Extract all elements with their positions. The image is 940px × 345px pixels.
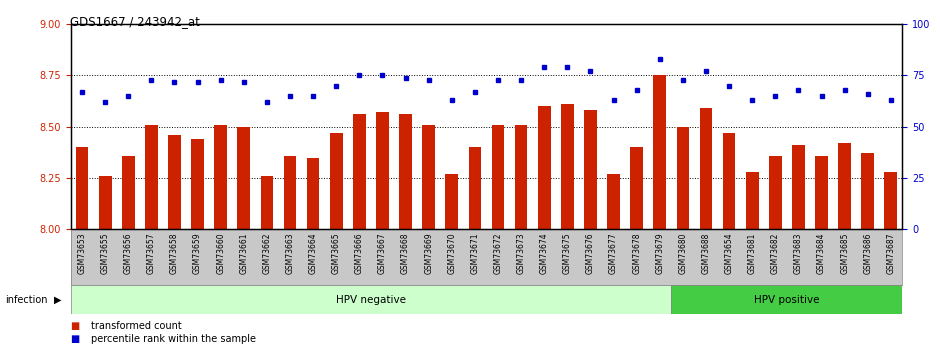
Text: HPV positive: HPV positive [754, 295, 820, 305]
Bar [353, 115, 366, 229]
Text: ■: ■ [70, 321, 80, 331]
Text: GSM73682: GSM73682 [771, 233, 780, 274]
Bar [792, 145, 805, 229]
Text: GSM73671: GSM73671 [470, 233, 479, 274]
Bar [446, 174, 458, 229]
Text: GSM73657: GSM73657 [147, 233, 156, 275]
Bar [885, 172, 897, 229]
Bar [699, 108, 713, 229]
Bar [306, 158, 320, 229]
Bar [607, 174, 619, 229]
Text: GSM73678: GSM73678 [633, 233, 641, 274]
Text: GSM73676: GSM73676 [586, 233, 595, 275]
Bar [584, 110, 597, 229]
Text: GSM73681: GSM73681 [747, 233, 757, 274]
Text: GDS1667 / 243942_at: GDS1667 / 243942_at [70, 16, 200, 29]
Bar [631, 147, 643, 229]
Text: GSM73669: GSM73669 [424, 233, 433, 275]
Text: GSM73683: GSM73683 [794, 233, 803, 274]
Bar [238, 127, 250, 229]
Text: GSM73677: GSM73677 [609, 233, 618, 275]
Text: GSM73688: GSM73688 [701, 233, 711, 274]
Text: GSM73686: GSM73686 [863, 233, 872, 274]
Bar [468, 147, 481, 229]
Text: GSM73670: GSM73670 [447, 233, 456, 275]
Bar [815, 156, 828, 229]
Text: GSM73661: GSM73661 [240, 233, 248, 274]
Text: infection: infection [5, 295, 47, 305]
Text: GSM73663: GSM73663 [286, 233, 294, 275]
Text: GSM73680: GSM73680 [679, 233, 687, 274]
Text: transformed count: transformed count [91, 321, 182, 331]
Bar [214, 125, 227, 229]
Bar [76, 147, 88, 229]
Text: GSM73687: GSM73687 [886, 233, 895, 274]
Text: GSM73653: GSM73653 [78, 233, 86, 275]
Bar [653, 76, 666, 229]
Bar [838, 143, 851, 229]
Bar [330, 133, 342, 229]
Bar [168, 135, 180, 229]
Bar [422, 125, 435, 229]
Text: ▶: ▶ [54, 295, 61, 305]
Bar [723, 133, 735, 229]
Text: GSM73675: GSM73675 [563, 233, 572, 275]
Text: GSM73655: GSM73655 [101, 233, 110, 275]
Text: GSM73672: GSM73672 [494, 233, 503, 274]
Bar [492, 125, 505, 229]
Text: HPV negative: HPV negative [336, 295, 406, 305]
Text: GSM73658: GSM73658 [170, 233, 179, 274]
Bar [538, 106, 551, 229]
Text: GSM73668: GSM73668 [401, 233, 410, 274]
Text: GSM73664: GSM73664 [308, 233, 318, 275]
Bar [677, 127, 689, 229]
Text: GSM73659: GSM73659 [193, 233, 202, 275]
Bar [191, 139, 204, 229]
Text: GSM73685: GSM73685 [840, 233, 849, 274]
Text: GSM73684: GSM73684 [817, 233, 826, 274]
Bar [260, 176, 274, 229]
Text: GSM73674: GSM73674 [540, 233, 549, 275]
Text: ■: ■ [70, 334, 80, 344]
Bar [515, 125, 527, 229]
Text: GSM73654: GSM73654 [725, 233, 733, 275]
Text: GSM73656: GSM73656 [124, 233, 133, 275]
Text: GSM73660: GSM73660 [216, 233, 226, 275]
Bar [769, 156, 782, 229]
Bar [400, 115, 412, 229]
Text: GSM73679: GSM73679 [655, 233, 665, 275]
Bar [561, 104, 573, 229]
Bar [145, 125, 158, 229]
Text: GSM73673: GSM73673 [517, 233, 525, 275]
Text: GSM73667: GSM73667 [378, 233, 387, 275]
Bar [284, 156, 296, 229]
Bar [861, 154, 874, 229]
Bar [70, 285, 671, 314]
Bar [122, 156, 134, 229]
Text: percentile rank within the sample: percentile rank within the sample [91, 334, 257, 344]
Text: GSM73666: GSM73666 [355, 233, 364, 275]
Text: GSM73662: GSM73662 [262, 233, 272, 274]
Bar [99, 176, 112, 229]
Bar [671, 285, 902, 314]
Bar [376, 112, 389, 229]
Bar [745, 172, 759, 229]
Text: GSM73665: GSM73665 [332, 233, 340, 275]
